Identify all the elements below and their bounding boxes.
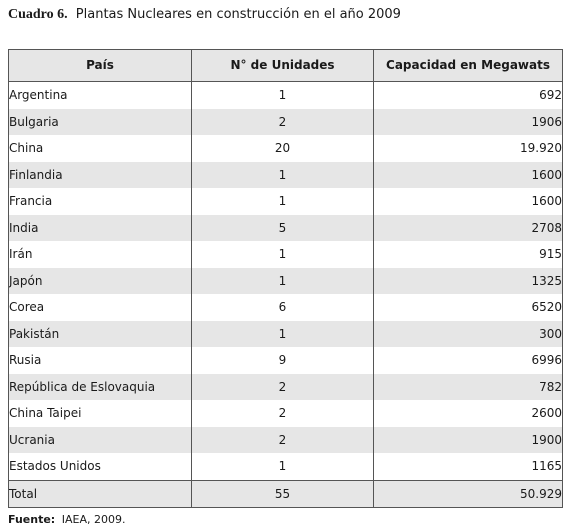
table-row: Rusia 9 6996 [8,347,563,374]
country-cell: China Taipei [8,400,192,427]
country-cell: Rusia [8,347,192,374]
table-row: Finlandia 1 1600 [8,161,563,188]
table-row: Corea 6 6520 [8,294,563,321]
table-row: República de Eslovaquia 2 782 [8,373,563,400]
units-cell: 1 [191,188,374,215]
country-cell: China [8,135,192,162]
units-cell: 2 [191,373,374,400]
units-cell: 1 [191,241,374,268]
source-note: Fuente: IAEA, 2009. [8,513,125,526]
capacity-cell: 1165 [373,453,563,480]
table-row: Bulgaria 2 1906 [8,108,563,135]
units-cell: 5 [191,214,374,241]
table-row: Pakistán 1 300 [8,320,563,347]
source-label: Fuente: [8,513,56,526]
country-cell: Pakistán [8,320,192,347]
table-row: Ucrania 2 1900 [8,426,563,453]
source-text: IAEA, 2009. [61,513,126,526]
capacity-cell: 1325 [373,267,563,294]
capacity-cell: 2600 [373,400,563,427]
units-cell: 9 [191,347,374,374]
table-caption: Cuadro 6. Plantas Nucleares en construcc… [8,7,401,23]
units-cell: 1 [191,81,374,109]
capacity-cell: 1600 [373,188,563,215]
capacity-cell: 915 [373,241,563,268]
header-units: N° de Unidades [191,49,374,82]
capacity-cell: 19.920 [373,135,563,162]
nuclear-plants-table: País N° de Unidades Capacidad en Megawat… [8,49,563,508]
country-cell: Francia [8,188,192,215]
table-row: China 20 19.920 [8,135,563,162]
table-row: Estados Unidos 1 1165 [8,453,563,480]
units-cell: 1 [191,320,374,347]
country-cell: Ucrania [8,426,192,453]
country-cell: Estados Unidos [8,453,192,480]
country-cell: Argentina [8,81,192,109]
table-body: Argentina 1 692 Bulgaria 2 1906 China 20 19.920 F… [8,81,563,508]
capacity-cell: 1906 [373,108,563,135]
units-cell: 2 [191,426,374,453]
units-cell: 20 [191,135,374,162]
capacity-cell: 6996 [373,347,563,374]
units-cell: 1 [191,453,374,480]
table-row: Argentina 1 692 [8,81,563,109]
units-cell: 2 [191,108,374,135]
country-cell: Finlandia [8,161,192,188]
header-capacity: Capacidad en Megawats [373,49,563,82]
capacity-cell: 6520 [373,294,563,321]
table-total-row: Total 55 50.929 [8,479,563,508]
table-header-row: País N° de Unidades Capacidad en Megawat… [8,49,563,82]
units-cell: 2 [191,400,374,427]
capacity-cell: 692 [373,81,563,109]
country-cell: Japón [8,267,192,294]
units-cell: 6 [191,294,374,321]
table-row: Francia 1 1600 [8,188,563,215]
table-row: Japón 1 1325 [8,267,563,294]
capacity-cell: 782 [373,373,563,400]
capacity-cell: 1900 [373,426,563,453]
country-cell: India [8,214,192,241]
units-cell: 1 [191,267,374,294]
table-row: Irán 1 915 [8,241,563,268]
table-row: India 5 2708 [8,214,563,241]
caption-title: Plantas Nucleares en construcción en el … [75,7,401,22]
units-cell: 1 [191,161,374,188]
country-cell: Bulgaria [8,108,192,135]
total-capacity-cell: 50.929 [373,479,563,508]
table-row: China Taipei 2 2600 [8,400,563,427]
capacity-cell: 1600 [373,161,563,188]
country-cell: República de Eslovaquia [8,373,192,400]
capacity-cell: 2708 [373,214,563,241]
total-label-cell: Total [8,479,192,508]
total-units-cell: 55 [191,479,374,508]
capacity-cell: 300 [373,320,563,347]
country-cell: Irán [8,241,192,268]
caption-label: Cuadro 6. [8,7,68,22]
country-cell: Corea [8,294,192,321]
header-country: País [8,49,192,82]
